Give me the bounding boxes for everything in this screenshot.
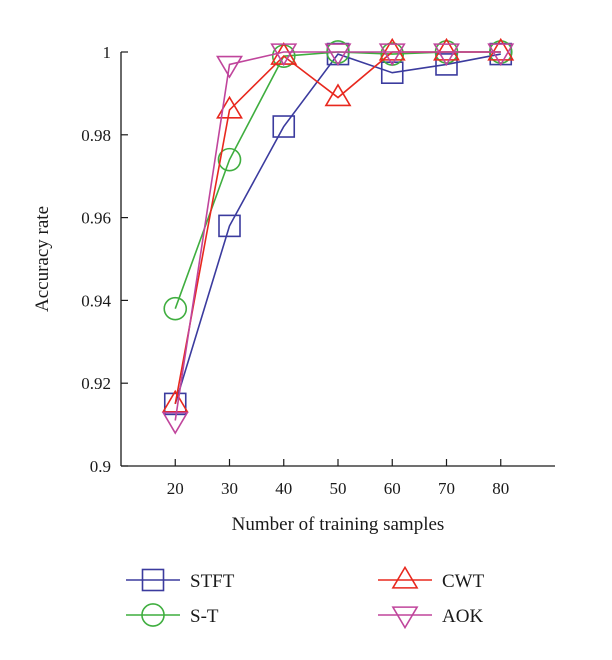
square-marker bbox=[141, 568, 165, 592]
series-stft bbox=[163, 42, 513, 416]
y-tick-label: 0.98 bbox=[81, 126, 111, 145]
series-layer bbox=[161, 37, 515, 435]
triangle-down-marker bbox=[433, 43, 460, 67]
legend-item-stft: STFT bbox=[126, 568, 235, 592]
x-axis-label: Number of training samples bbox=[232, 514, 445, 535]
square-marker bbox=[272, 115, 296, 138]
circle-marker bbox=[163, 296, 188, 321]
series-line-s-t bbox=[174, 51, 501, 309]
x-tick-label: 30 bbox=[221, 479, 238, 498]
triangle-up-marker bbox=[433, 37, 460, 61]
legend-label: S-T bbox=[190, 606, 219, 627]
legend-item-s-t: S-T bbox=[126, 603, 219, 627]
y-axis-label: Accuracy rate bbox=[32, 206, 53, 312]
series-line-aok bbox=[174, 51, 501, 421]
y-tick-label: 0.94 bbox=[81, 291, 111, 310]
legend-label: AOK bbox=[442, 606, 483, 627]
legend: STFT S-T CWT AOK bbox=[126, 565, 485, 630]
y-tick-label: 1 bbox=[103, 43, 112, 62]
square-marker bbox=[218, 214, 241, 238]
square-marker bbox=[163, 392, 187, 416]
triangle-up-marker bbox=[378, 37, 406, 61]
y-tick-label: 0.92 bbox=[81, 374, 111, 393]
x-tick-label: 40 bbox=[275, 479, 292, 498]
y-tick-label: 0.96 bbox=[81, 209, 111, 228]
x-tick-label: 50 bbox=[330, 479, 347, 498]
square-marker bbox=[380, 61, 404, 85]
triangle-down-marker bbox=[324, 43, 352, 67]
square-marker bbox=[435, 53, 458, 76]
x-tick-label: 70 bbox=[438, 479, 455, 498]
axes: 0.9 0.92 0.94 0.96 0.98 1 20 30 40 50 60 70 80 bbox=[81, 43, 555, 498]
triangle-up-marker bbox=[391, 565, 419, 589]
series-aok bbox=[161, 43, 515, 435]
triangle-down-marker bbox=[487, 43, 515, 67]
circle-marker bbox=[217, 147, 242, 172]
circle-marker bbox=[271, 44, 296, 68]
triangle-down-marker bbox=[216, 55, 243, 79]
x-tick-label: 20 bbox=[167, 479, 184, 498]
triangle-down-marker bbox=[161, 411, 189, 435]
triangle-up-marker bbox=[324, 83, 352, 107]
legend-label: CWT bbox=[442, 571, 485, 592]
legend-label: STFT bbox=[190, 571, 235, 592]
triangle-up-marker bbox=[161, 389, 189, 413]
x-tick-label: 80 bbox=[492, 479, 509, 498]
circle-marker bbox=[141, 603, 165, 627]
legend-item-cwt: CWT bbox=[378, 565, 485, 592]
legend-item-aok: AOK bbox=[378, 606, 483, 630]
x-tick-label: 60 bbox=[384, 479, 401, 498]
triangle-up-marker bbox=[487, 37, 515, 61]
triangle-down-marker bbox=[378, 43, 406, 67]
triangle-down-marker bbox=[391, 606, 419, 630]
series-cwt bbox=[161, 37, 515, 413]
triangle-down-marker bbox=[270, 43, 298, 67]
y-tick-label: 0.9 bbox=[90, 457, 111, 476]
